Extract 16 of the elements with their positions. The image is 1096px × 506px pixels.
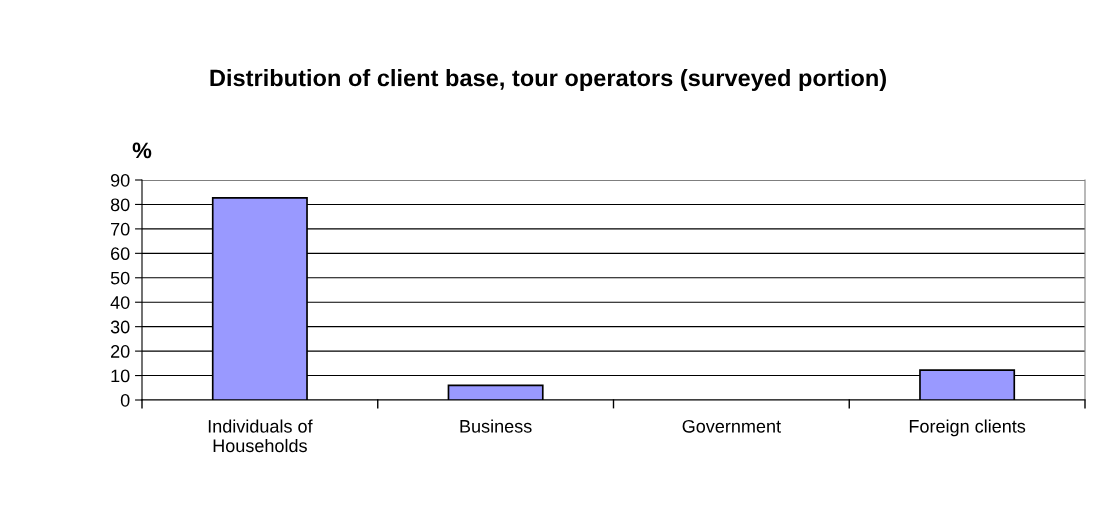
y-tick-label: 60 xyxy=(111,247,130,261)
y-tick-label: 20 xyxy=(111,345,130,358)
y-tick-label: 50 xyxy=(110,271,130,285)
y-tick-label: 10 xyxy=(111,369,130,383)
chart-title: Distribution of client base, tour operators (surveyed portion) xyxy=(210,69,886,91)
x-tick-label: Individuals of Households xyxy=(208,419,313,453)
y-tick-label: 70 xyxy=(111,222,130,236)
y-tick-label: 30 xyxy=(110,320,130,334)
x-tick-label: Foreign clients xyxy=(909,419,1026,437)
y-axis-title: % xyxy=(132,142,152,159)
x-tick-label: Business xyxy=(460,419,532,433)
y-tick-label: 90 xyxy=(110,173,130,187)
y-tick-label: 0 xyxy=(120,393,130,407)
y-tick-label: 40 xyxy=(110,296,130,309)
y-tick-label: 80 xyxy=(110,198,130,212)
x-tick-label: Government xyxy=(682,419,781,433)
